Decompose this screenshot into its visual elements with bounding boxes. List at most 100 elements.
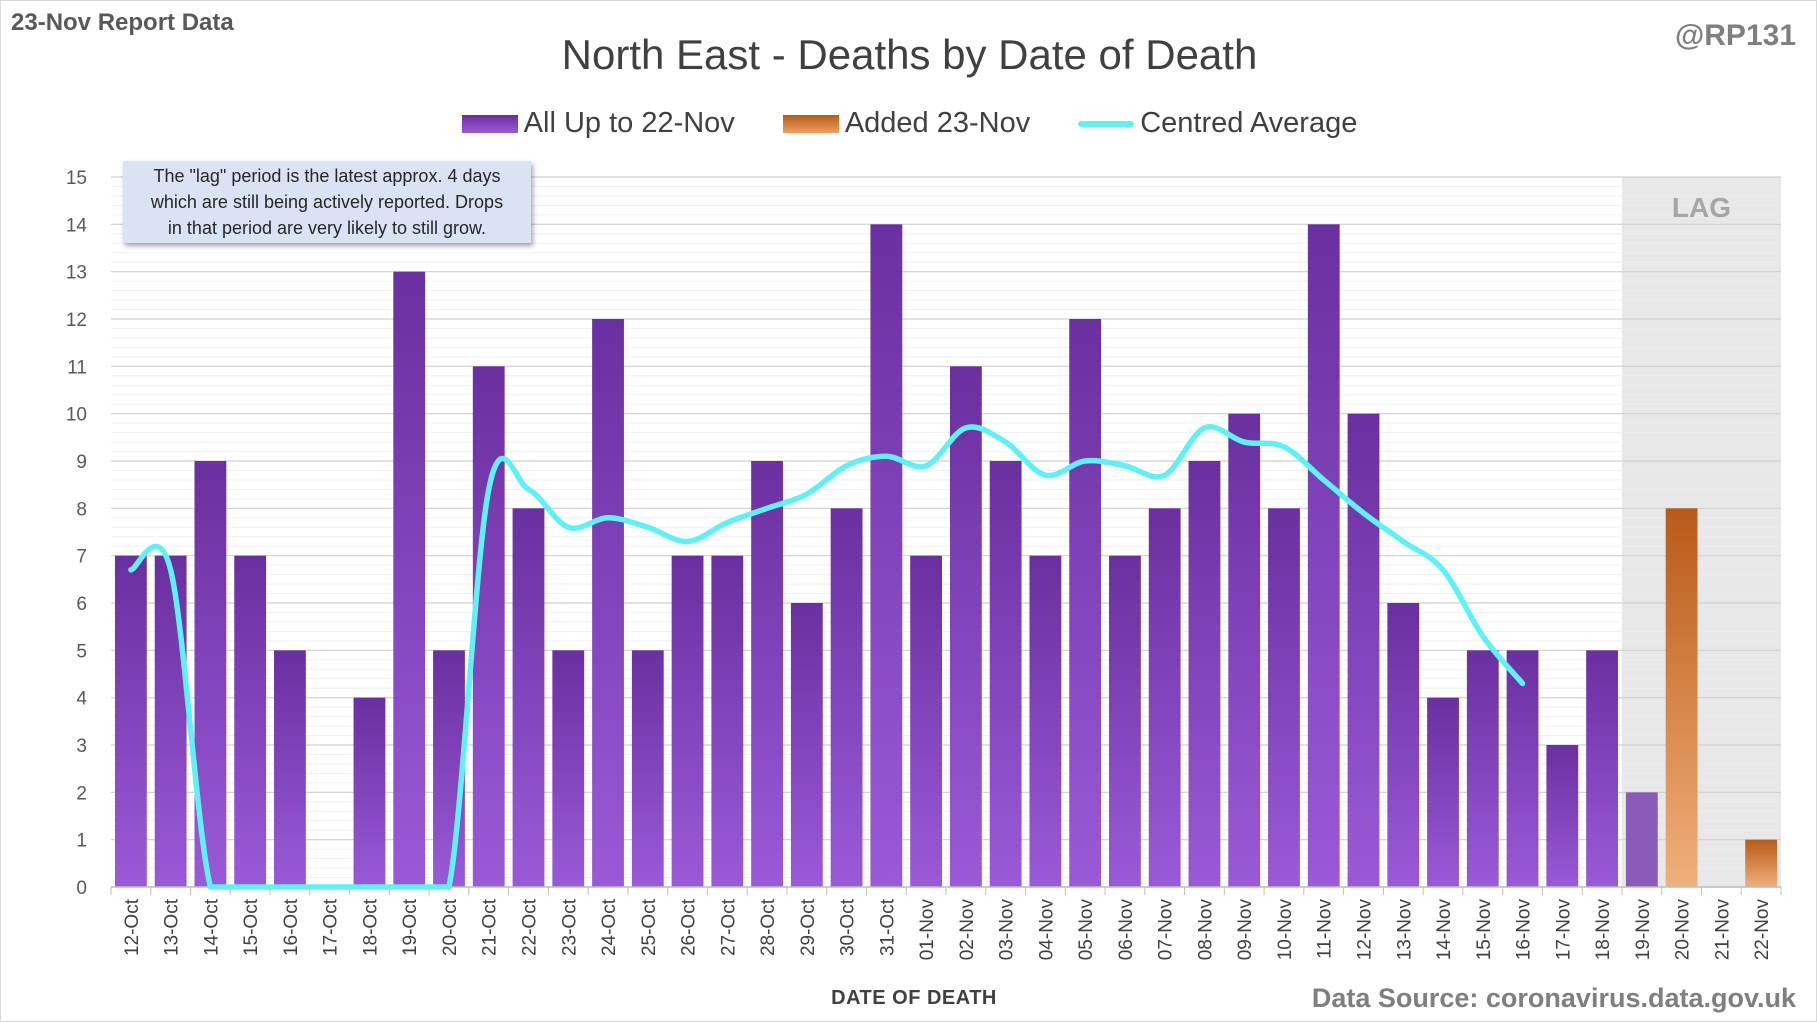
x-tick-label: 01-Nov [917,899,938,961]
x-tick-label: 17-Nov [1553,899,1574,961]
bar-all-25-Oct [631,650,664,887]
x-tick-label: 15-Nov [1474,899,1495,961]
x-tick-label: 22-Oct [520,898,541,956]
lag-label: LAG [1672,192,1731,223]
legend-swatch-line [1078,120,1135,127]
bar-all-21-Oct [472,366,505,887]
legend-label-added: Added 23-Nov [844,107,1031,139]
legend-item-added: Added 23-Nov [782,107,1031,140]
bar-all-15-Nov [1466,650,1499,887]
centred-average-line [128,424,1526,890]
x-tick-label: 02-Nov [957,899,978,961]
x-tick-label: 08-Nov [1195,899,1216,961]
bar-all-01-Nov [910,555,943,887]
lag-note-line-1: The "lag" period is the latest approx. 4… [153,166,501,186]
x-tick-label: 13-Nov [1394,899,1415,961]
legend-swatch-purple [461,114,518,133]
bar-all-10-Nov [1268,508,1300,887]
y-tick-label: 11 [67,357,87,378]
x-tick-label: 20-Nov [1673,899,1694,961]
bar-all-18-Oct [353,697,386,887]
legend-item-average: Centred Average [1078,107,1357,140]
bar-all-03-Nov [989,461,1022,887]
x-tick-label: 16-Nov [1514,899,1535,961]
bar-all-16-Oct [274,650,306,887]
x-tick-label: 18-Oct [360,898,381,956]
bar-all-13-Nov [1387,603,1420,887]
x-tick-label: 27-Oct [718,898,739,956]
x-tick-label: 19-Oct [400,898,421,956]
y-tick-label: 8 [76,499,87,520]
x-tick-label: 24-Oct [599,898,620,956]
x-tick-label: 23-Oct [559,898,580,956]
x-axis-title: DATE OF DEATH [831,987,997,1009]
x-tick-label: 25-Oct [639,898,660,956]
x-tick-label: 03-Nov [997,899,1018,961]
bar-all-23-Oct [552,650,585,887]
bar-all-12-Nov [1347,413,1380,887]
y-tick-label: 15 [66,168,87,189]
bar-added-22-Nov [1745,839,1778,887]
report-date-label: 23-Nov Report Data [11,9,234,36]
legend-swatch-orange [782,114,839,133]
bar-all-17-Nov [1546,745,1579,887]
x-tick-label: 13-Oct [162,898,183,956]
bar-all-18-Nov [1586,650,1618,887]
lag-note: The "lag" period is the latest approx. 4… [123,161,531,243]
x-tick-label: 06-Nov [1116,899,1137,961]
x-tick-label: 22-Nov [1752,899,1773,961]
bar-all-02-Nov [949,366,982,887]
bar-all-07-Nov [1148,508,1181,887]
x-tick-label: 16-Oct [281,898,302,956]
bar-all-09-Nov [1228,413,1261,887]
lag-note-line-3: in that period are very likely to still … [167,218,487,238]
x-tick-label: 07-Nov [1156,899,1177,961]
y-tick-label: 3 [76,736,87,757]
y-tick-label: 5 [76,641,87,662]
bar-all-04-Nov [1029,555,1062,887]
bar-all-11-Nov [1307,224,1340,888]
y-tick-label: 2 [76,783,87,804]
bar-all-19-Oct [393,271,426,888]
y-tick-label: 1 [76,831,87,852]
x-tick-label: 18-Nov [1593,899,1614,961]
bar-all-30-Oct [830,508,863,887]
bar-all-13-Oct [154,555,187,887]
bar-all-31-Oct [870,224,903,888]
x-tick-label: 29-Oct [798,898,819,956]
x-tick-label: 20-Oct [440,898,461,956]
bar-all-22-Oct [512,508,545,887]
x-tick-label: 21-Nov [1712,899,1733,961]
y-tick-label: 7 [76,547,87,568]
author-handle: @RP131 [1675,19,1796,52]
lag-note-line-2: which are still being actively reported.… [150,192,504,212]
bar-all-26-Oct [671,555,704,887]
y-tick-label: 9 [76,452,87,473]
y-tick-label: 10 [66,405,87,426]
bar-all-08-Nov [1188,461,1221,887]
x-tick-label: 14-Oct [201,898,222,956]
x-tick-label: 12-Nov [1355,899,1376,961]
x-tick-label: 17-Oct [321,898,342,956]
x-tick-label: 26-Oct [679,898,700,956]
x-tick-label: 30-Oct [838,898,859,956]
x-tick-label: 05-Nov [1076,899,1097,961]
y-tick-label: 13 [66,263,87,284]
data-source: Data Source: coronavirus.data.gov.uk [1311,983,1796,1013]
x-tick-label: 11-Nov [1315,899,1336,959]
bar-all-05-Nov [1069,319,1102,887]
x-tick-label: 14-Nov [1434,899,1455,961]
bar-all-06-Nov [1109,555,1141,887]
bar-added-20-Nov [1665,508,1698,887]
legend-label-average: Centred Average [1140,107,1358,139]
x-tick-label: 21-Oct [480,898,501,956]
y-tick-label: 0 [76,878,87,899]
bar-all-15-Oct [234,555,267,887]
legend-item-all: All Up to 22-Nov [461,107,735,140]
lag-region [1621,177,1781,887]
x-tick-label: 31-Oct [877,898,898,956]
chart-title: North East - Deaths by Date of Death [561,31,1258,78]
bar-all-12-Oct [114,555,147,887]
bar-all-19-Nov [1625,792,1658,887]
